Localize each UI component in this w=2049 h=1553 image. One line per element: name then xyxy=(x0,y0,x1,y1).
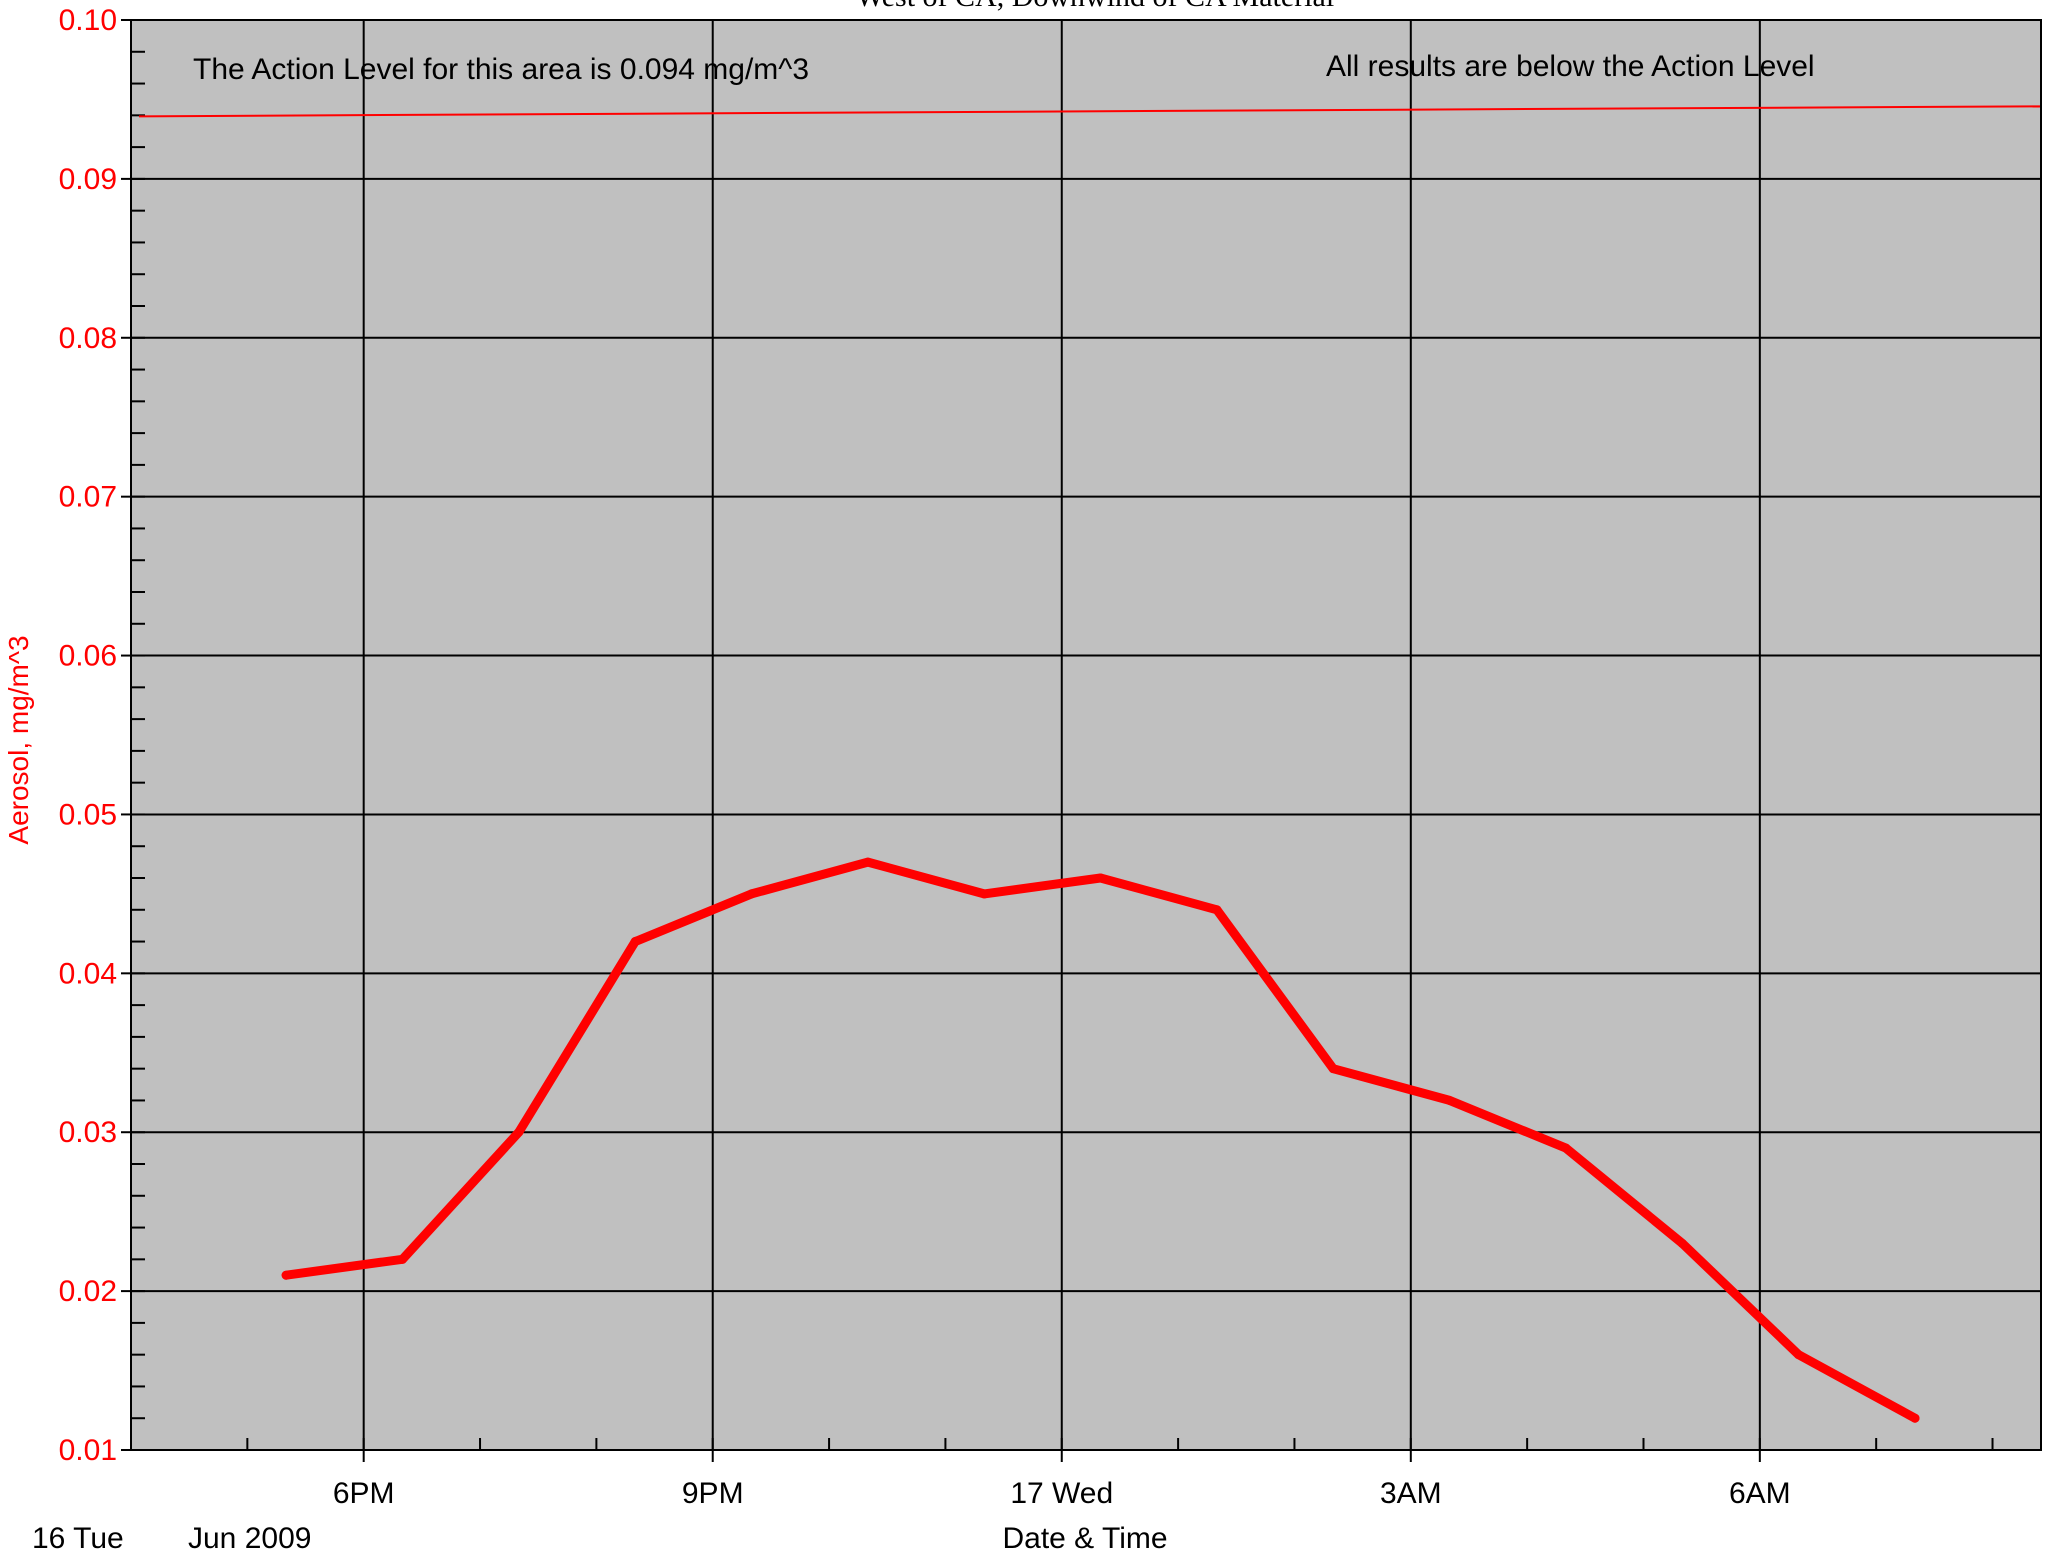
data-point xyxy=(863,857,873,867)
data-point xyxy=(1445,1095,1455,1105)
x-tick-label: 9PM xyxy=(682,1477,744,1510)
data-point xyxy=(1677,1238,1687,1248)
plot-area xyxy=(131,20,2041,1450)
x-tick-labels: 6PM 9PM 17 Wed 3AM 6AM xyxy=(333,1477,1791,1510)
data-point xyxy=(979,889,989,899)
below-action-level-annotation: All results are below the Action Level xyxy=(1326,50,1815,83)
data-point xyxy=(1096,873,1106,883)
data-point xyxy=(514,1127,524,1137)
y-tick-label: 0.04 xyxy=(59,957,117,990)
data-point xyxy=(1910,1413,1920,1423)
data-point xyxy=(1328,1064,1338,1074)
x-start-day-label: 16 Tue xyxy=(32,1522,124,1553)
action-level-annotation: The Action Level for this area is 0.094 … xyxy=(193,53,809,86)
y-tick-labels: 0.01 0.02 0.03 0.04 0.05 0.06 0.07 0.08 0.09 0.10 xyxy=(59,4,117,1467)
y-tick-label: 0.10 xyxy=(59,4,117,37)
y-tick-label: 0.09 xyxy=(59,163,117,196)
minor-ticks xyxy=(121,19,1994,1462)
y-tick-label: 0.06 xyxy=(59,640,117,673)
plot-frame xyxy=(130,19,2042,1451)
y-tick-label: 0.02 xyxy=(59,1275,117,1308)
y-tick-label: 0.08 xyxy=(59,322,117,355)
data-point xyxy=(747,889,757,899)
grid xyxy=(131,19,2041,1451)
y-axis-label: Aerosol, mg/m^3 xyxy=(3,635,34,844)
data-point xyxy=(1212,905,1222,915)
action-level-line xyxy=(138,105,2042,118)
y-tick-label: 0.07 xyxy=(59,481,117,514)
x-tick-label: 3AM xyxy=(1380,1477,1442,1510)
x-tick-label: 6AM xyxy=(1729,1477,1791,1510)
data-point xyxy=(630,937,640,947)
y-tick-label: 0.05 xyxy=(59,798,117,831)
y-tick-label: 0.03 xyxy=(59,1116,117,1149)
data-point xyxy=(1561,1143,1571,1153)
x-start-month-label: Jun 2009 xyxy=(188,1522,311,1553)
x-axis-label: Date & Time xyxy=(1002,1522,1167,1553)
x-tick-label: 6PM xyxy=(333,1477,395,1510)
chart-title: West of CA, Downwind of CA Material xyxy=(856,0,1334,13)
y-tick-label: 0.01 xyxy=(59,1434,117,1467)
data-point xyxy=(281,1270,291,1280)
data-point xyxy=(1794,1350,1804,1360)
data-point xyxy=(397,1254,407,1264)
x-tick-label: 17 Wed xyxy=(1010,1477,1113,1510)
data-points xyxy=(281,857,1920,1423)
